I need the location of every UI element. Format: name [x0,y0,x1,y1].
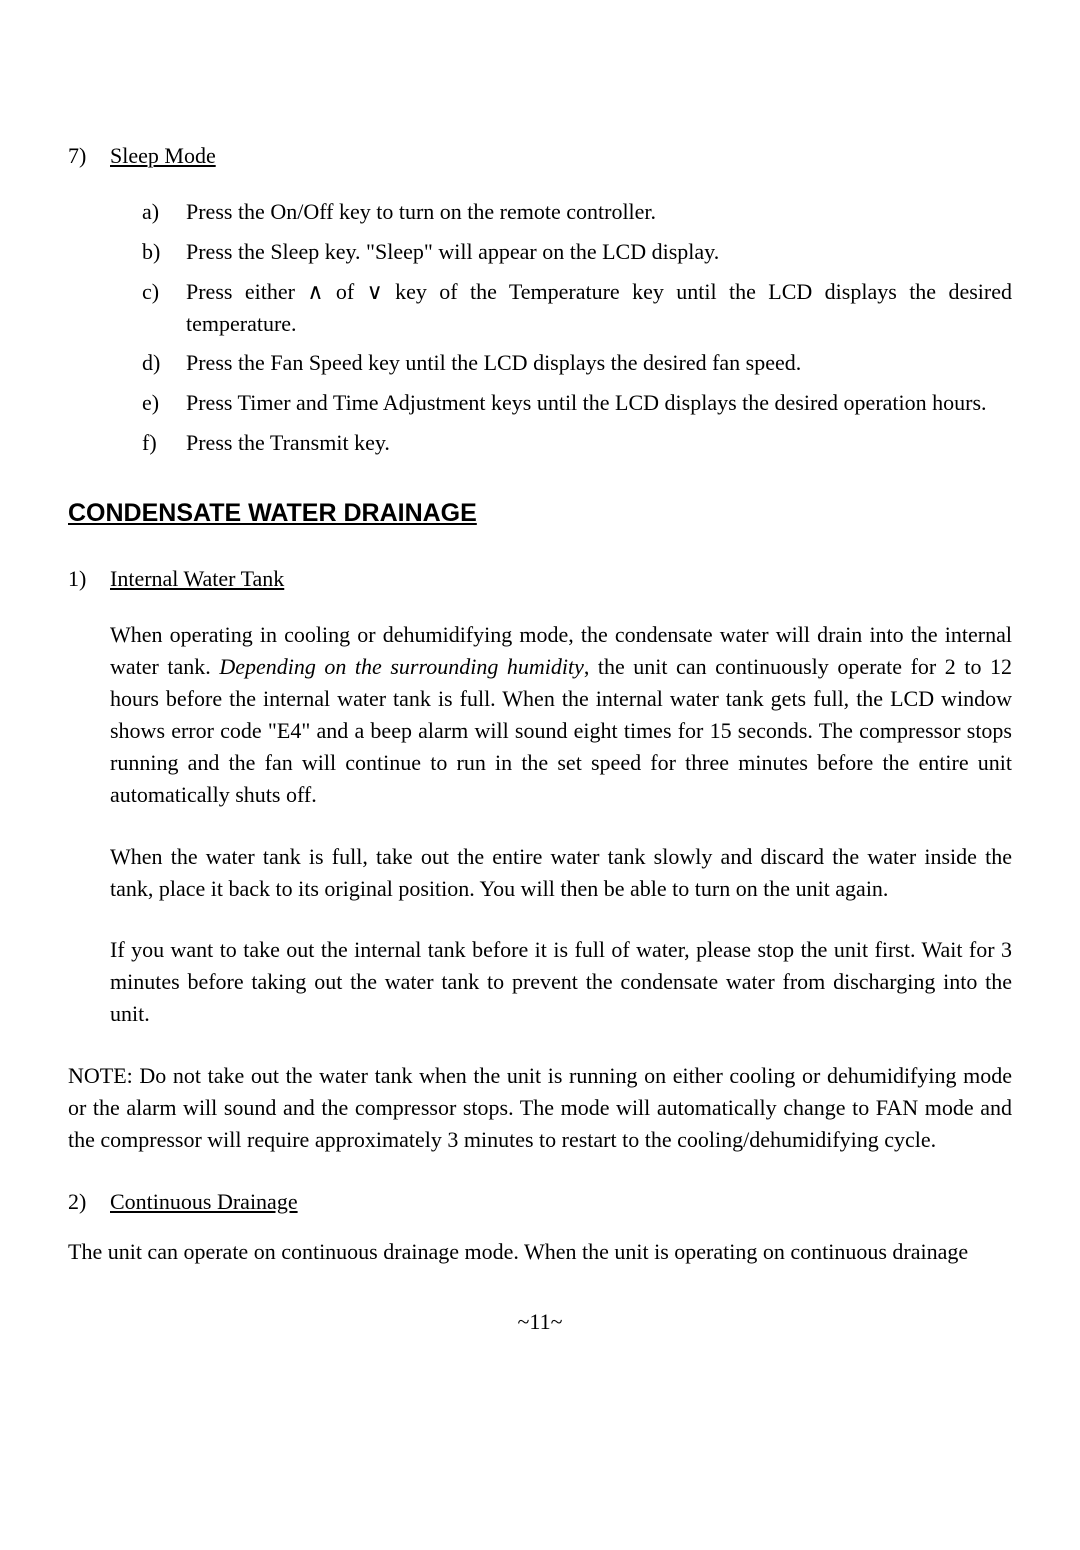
item-1-marker: 1) [68,563,110,595]
page-number: ~11~ [68,1306,1012,1338]
drainage-item-2-heading: 2) Continuous Drainage [68,1186,1012,1218]
item-marker: f) [142,427,186,459]
drainage-heading: CONDENSATE WATER DRAINAGE [68,495,1012,531]
item-1-title: Internal Water Tank [110,563,284,595]
drainage-para-2: When the water tank is full, take out th… [110,841,1012,905]
item-text: Press the On/Off key to turn on the remo… [186,196,1012,228]
item-marker: d) [142,347,186,379]
section-7-marker: 7) [68,140,110,172]
drainage-para-1: When operating in cooling or dehumidifyi… [110,619,1012,810]
section-7-title: Sleep Mode [110,140,216,172]
list-item: a) Press the On/Off key to turn on the r… [142,196,1012,228]
item-marker: c) [142,276,186,340]
item-text: Press Timer and Time Adjustment keys unt… [186,387,1012,419]
drainage-para-3: If you want to take out the internal tan… [110,934,1012,1030]
item-marker: e) [142,387,186,419]
item-2-title: Continuous Drainage [110,1186,298,1218]
item-text: Press either ∧ of ∨ key of the Temperatu… [186,276,1012,340]
item-marker: b) [142,236,186,268]
list-item: b) Press the Sleep key. "Sleep" will app… [142,236,1012,268]
drainage-item-1-heading: 1) Internal Water Tank [68,563,1012,595]
list-item: c) Press either ∧ of ∨ key of the Temper… [142,276,1012,340]
list-item: e) Press Timer and Time Adjustment keys … [142,387,1012,419]
item-text: Press the Fan Speed key until the LCD di… [186,347,1012,379]
section-7-heading: 7) Sleep Mode [68,140,1012,172]
drainage-item-2-para: The unit can operate on continuous drain… [68,1236,1012,1268]
item-text: Press the Sleep key. "Sleep" will appear… [186,236,1012,268]
list-item: d) Press the Fan Speed key until the LCD… [142,347,1012,379]
drainage-note: NOTE: Do not take out the water tank whe… [68,1060,1012,1156]
page-content: 7) Sleep Mode a) Press the On/Off key to… [0,0,1080,1377]
list-item: f) Press the Transmit key. [142,427,1012,459]
item-marker: a) [142,196,186,228]
item-text: Press the Transmit key. [186,427,1012,459]
section-7-list: a) Press the On/Off key to turn on the r… [142,196,1012,459]
item-2-marker: 2) [68,1186,110,1218]
para-1-part-b-italic: Depending on the surrounding humidity [219,654,584,679]
